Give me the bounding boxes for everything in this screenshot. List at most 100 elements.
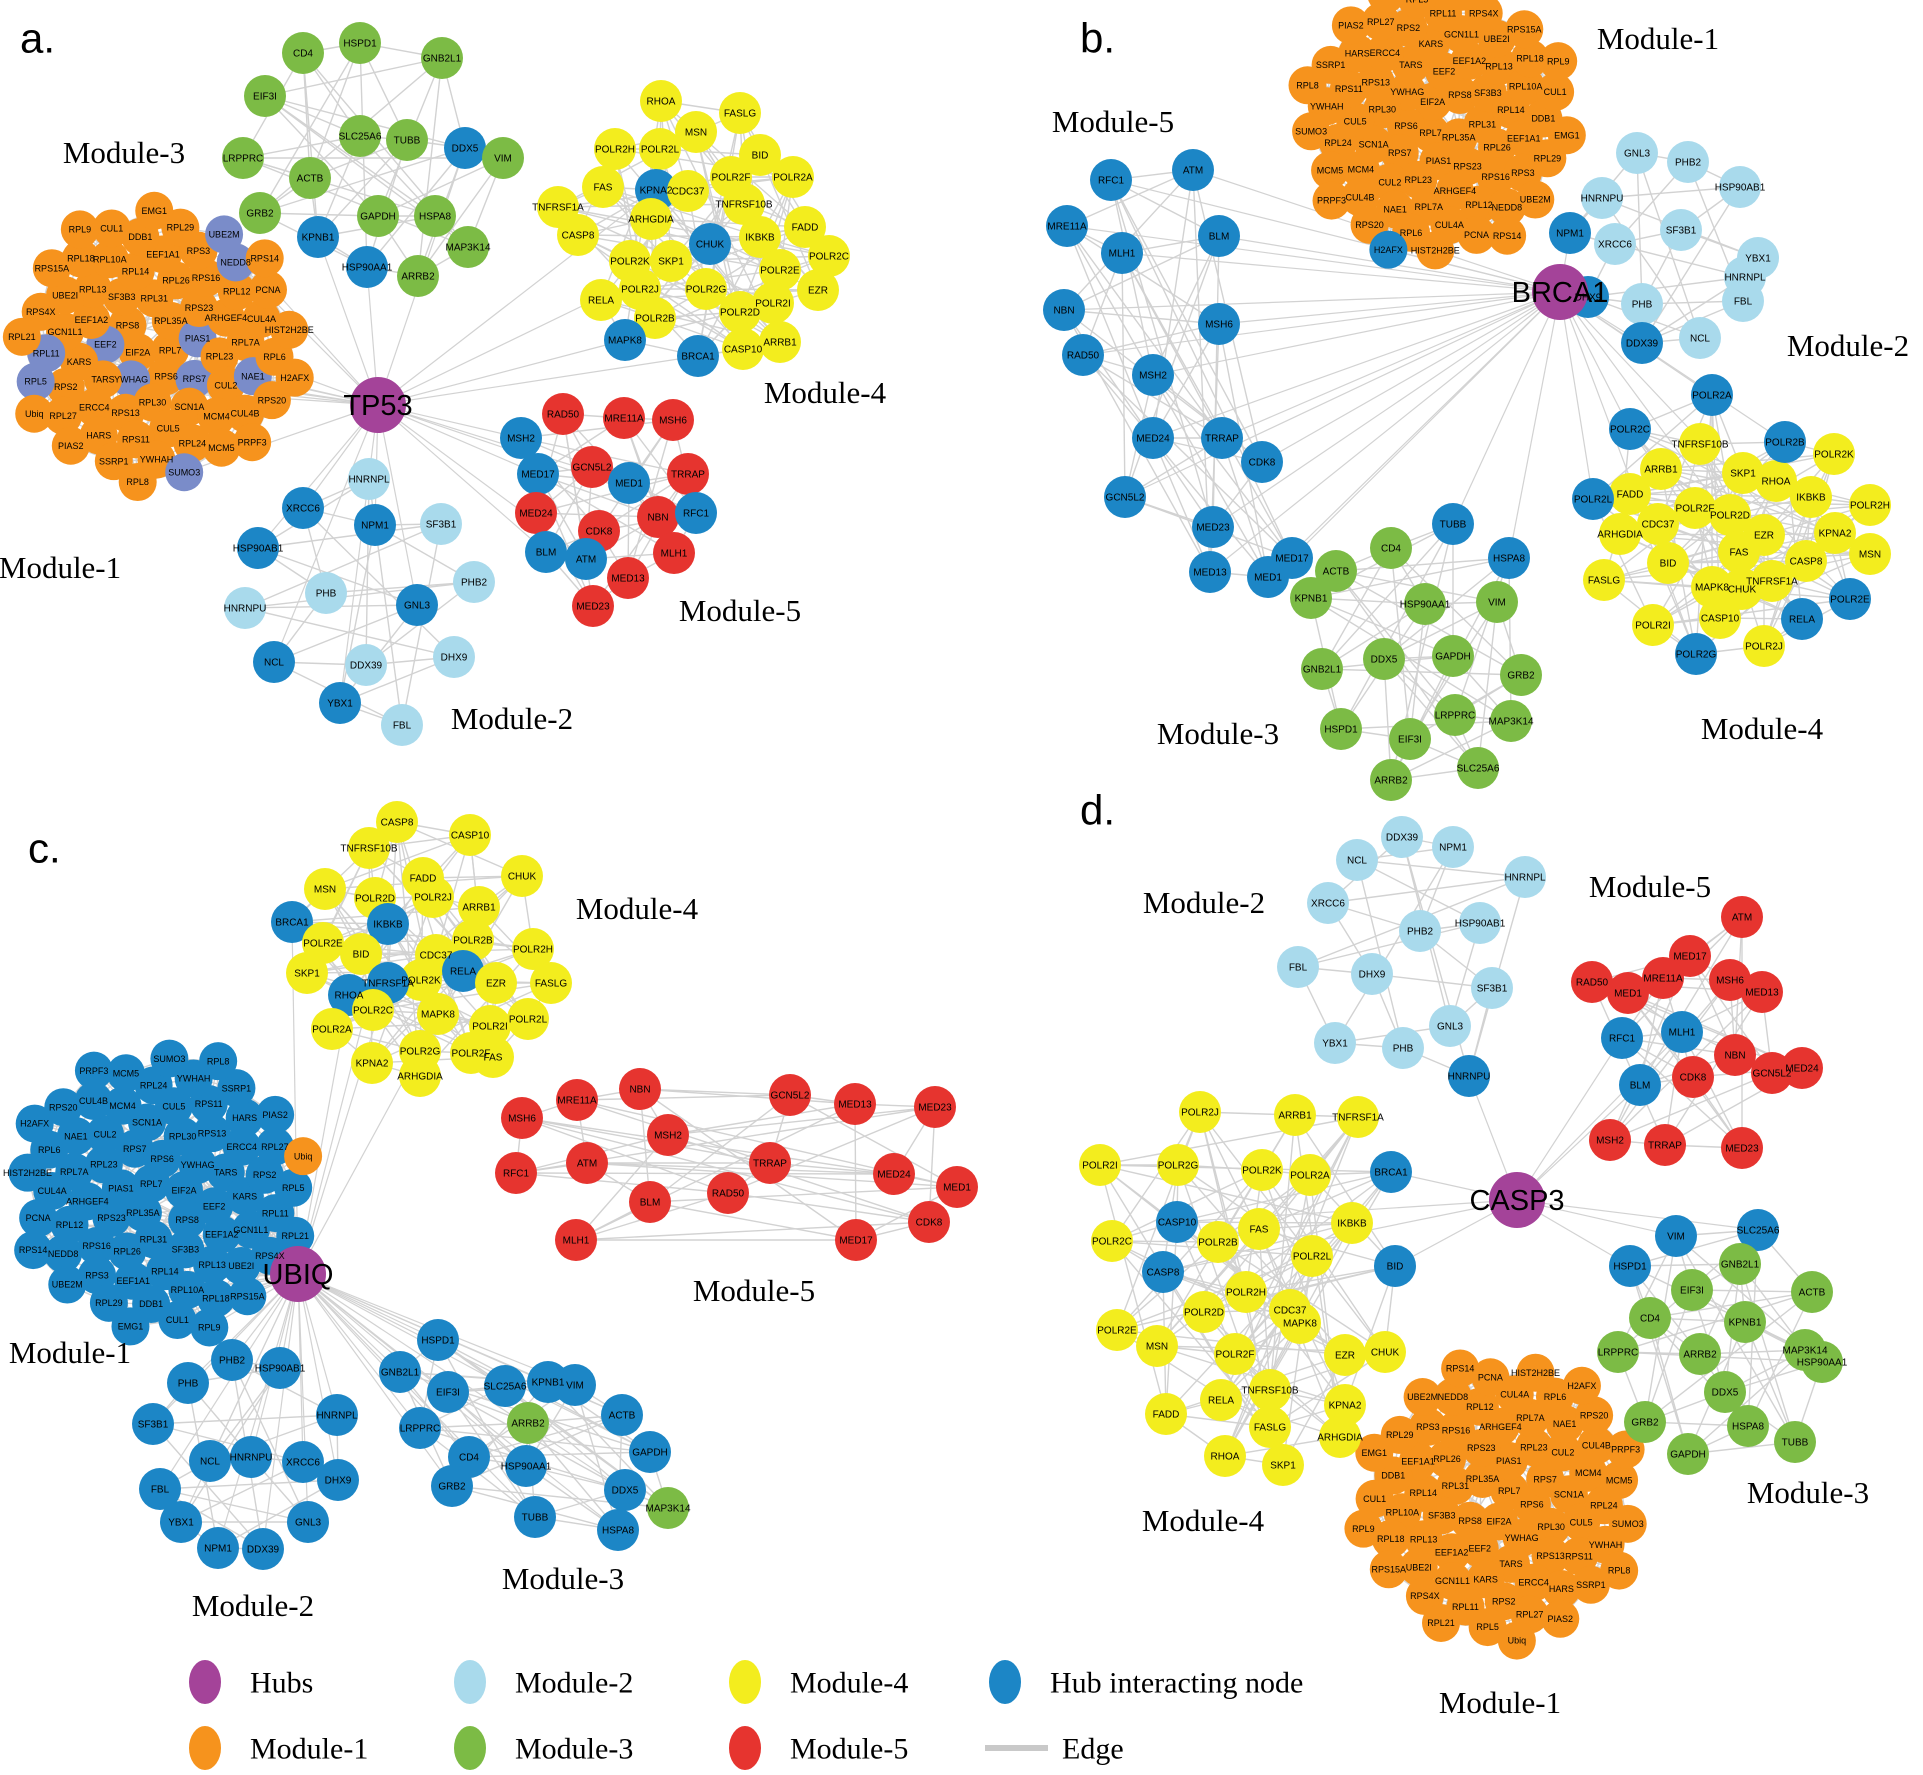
node-label-RPL21: RPL21	[8, 332, 36, 342]
node-EZR	[797, 269, 839, 311]
node-label-EEF1A2: EEF1A2	[1435, 1547, 1469, 1557]
node-label-CUL5: CUL5	[162, 1101, 185, 1111]
hub-label-TP53: TP53	[343, 390, 412, 422]
node-ARRB2	[507, 1402, 549, 1444]
node-label-MSH6: MSH6	[659, 416, 687, 427]
node-MCM5	[202, 428, 241, 467]
edge	[1636, 152, 1643, 305]
node-label-CUL2: CUL2	[94, 1129, 117, 1139]
node-label-RPL29: RPL29	[1386, 1430, 1414, 1440]
panel-letter-c: c.	[28, 825, 61, 872]
edge	[1082, 323, 1220, 356]
node-label-RPS2: RPS2	[1397, 23, 1421, 33]
node-label-POLR2K: POLR2K	[401, 976, 441, 987]
node-label-RELA: RELA	[1208, 1396, 1234, 1407]
node-FASLG	[719, 92, 761, 134]
node-label-SLC25A6: SLC25A6	[484, 1382, 527, 1393]
node-MSH2	[647, 1114, 689, 1156]
hub-label-CASP3: CASP3	[1469, 1185, 1564, 1217]
node-HSP90AB1	[1459, 902, 1501, 944]
edge	[339, 524, 376, 704]
node-label-RHOA: RHOA	[1762, 477, 1791, 488]
node-label-MSN: MSN	[1146, 1342, 1168, 1353]
node-label-CHUK: CHUK	[1728, 585, 1757, 596]
node-label-SLC25A6: SLC25A6	[339, 132, 382, 143]
node-label-GCN1L1: GCN1L1	[48, 327, 83, 337]
node-label-SF3B3: SF3B3	[1428, 1511, 1456, 1521]
node-MED1	[608, 462, 650, 504]
node-POLR2D	[719, 291, 761, 333]
node-label-RPL6: RPL6	[263, 352, 286, 362]
node-label-EIF2A: EIF2A	[171, 1185, 196, 1195]
edge	[1601, 186, 1741, 199]
node-RPL9	[1344, 1509, 1383, 1548]
module-label-Module-1: Module-1	[0, 550, 121, 585]
node-RPL5	[16, 362, 55, 401]
node-label-ARHGEF4: ARHGEF4	[205, 313, 248, 323]
node-label-RPS14: RPS14	[1493, 231, 1522, 241]
node-label-RPL18: RPL18	[67, 254, 95, 264]
node-label-EMG1: EMG1	[141, 206, 167, 216]
edge	[1340, 720, 1512, 730]
hub-edge	[1452, 291, 1561, 525]
node-label-MSH6: MSH6	[1716, 976, 1744, 987]
node-label-POLR2E: POLR2E	[303, 939, 343, 950]
node-label-RPL21: RPL21	[1427, 1618, 1455, 1628]
node-label-KPNA2: KPNA2	[1819, 529, 1852, 540]
node-label-POLR2K: POLR2K	[610, 257, 650, 268]
node-CASP8	[1142, 1251, 1184, 1293]
node-label-RPS3: RPS3	[85, 1270, 109, 1280]
node-label-RPL9: RPL9	[1352, 1524, 1375, 1534]
edge	[1340, 523, 1454, 730]
node-FAS	[472, 1036, 514, 1078]
node-label-TNFRSF10B: TNFRSF10B	[715, 200, 773, 211]
node-label-RPL35A: RPL35A	[1466, 1474, 1500, 1484]
node-label-TARS: TARS	[1499, 1559, 1522, 1569]
node-label-CUL1: CUL1	[166, 1315, 189, 1325]
node-label-POLR2H: POLR2H	[1850, 501, 1890, 512]
node-label-RPS7: RPS7	[123, 1144, 147, 1154]
hub-edge	[273, 404, 379, 663]
node-label-CDC37: CDC37	[420, 951, 453, 962]
node-ARHGDIA	[399, 1055, 441, 1097]
node-label-EIF3I: EIF3I	[1398, 735, 1422, 746]
node-UBE2I	[1399, 1548, 1438, 1587]
node-label-POLR2J: POLR2J	[1181, 1108, 1219, 1119]
node-label-MSH2: MSH2	[1139, 371, 1167, 382]
node-RPS4X	[1464, 0, 1503, 33]
node-label-RPL27: RPL27	[261, 1142, 289, 1152]
edge	[521, 1117, 895, 1175]
node-label-EEF2: EEF2	[94, 340, 117, 350]
node-label-KPNA2: KPNA2	[356, 1059, 389, 1070]
node-label-MED13: MED13	[838, 1100, 872, 1111]
node-label-RAD50: RAD50	[1067, 351, 1100, 362]
node-label-VIM: VIM	[566, 1381, 584, 1392]
node-label-SUMO3: SUMO3	[1295, 126, 1327, 136]
node-HNRNPU	[224, 587, 266, 629]
node-label-HNRNPU: HNRNPU	[1581, 194, 1624, 205]
node-label-PIAS1: PIAS1	[185, 333, 211, 343]
node-label-GNB2L1: GNB2L1	[423, 54, 462, 65]
node-LRPPRC	[1434, 694, 1476, 736]
node-label-FBL: FBL	[1734, 297, 1753, 308]
node-NCL	[253, 641, 295, 683]
node-label-RPS4X: RPS4X	[255, 1251, 285, 1261]
node-label-RPL10A: RPL10A	[1509, 81, 1543, 91]
node-label-RPS6: RPS6	[1394, 121, 1418, 131]
node-label-TUBB: TUBB	[394, 136, 421, 147]
node-MED1	[936, 1166, 978, 1208]
node-label-GAPDH: GAPDH	[1435, 652, 1471, 663]
node-SUMO3	[1292, 112, 1331, 151]
node-BLM	[629, 1181, 671, 1223]
node-MAP3K14	[1490, 700, 1532, 742]
edge	[152, 1423, 264, 1550]
hub-edge	[1516, 1199, 1759, 1231]
node-label-ARHGDIA: ARHGDIA	[628, 215, 674, 226]
edge	[1592, 394, 1713, 500]
node-GRB2	[1624, 1401, 1666, 1443]
node-label-MAPK8: MAPK8	[608, 336, 642, 347]
node-GNB2L1	[1719, 1243, 1761, 1285]
edge	[372, 982, 552, 1011]
node-label-YWHAG: YWHAG	[1505, 1533, 1539, 1543]
node-SF3B1	[1471, 967, 1513, 1009]
